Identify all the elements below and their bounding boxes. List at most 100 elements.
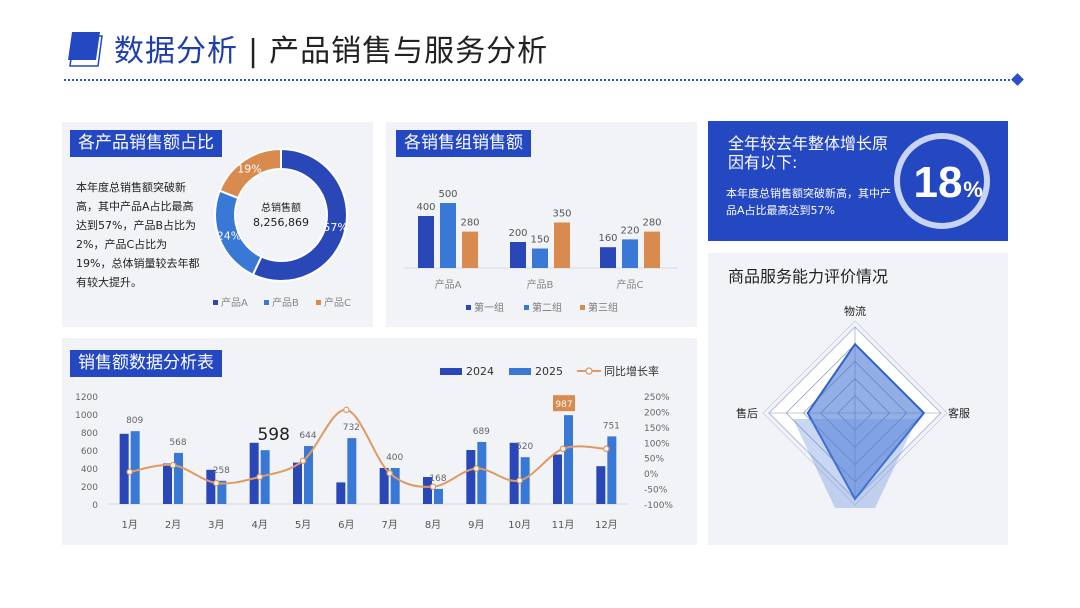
product-share-description: 本年度总销售额突破新高，其中产品A占比最高达到57%，产品B占比为2%，产品C占… — [76, 181, 200, 289]
bar-2025 — [520, 457, 530, 504]
radar-axis-label-2: 客服 — [948, 406, 970, 420]
bar-2024 — [596, 466, 606, 504]
y2-tick-label: 100% — [644, 439, 670, 449]
x-tick-label: 8月 — [425, 519, 441, 531]
donut-center-value: 8,256,869 — [253, 216, 309, 229]
growth-ring: 18 % — [894, 133, 990, 229]
growth-unit: % — [963, 177, 983, 202]
group-sales-title: 各销售组销售额 — [396, 130, 531, 157]
donut-legend-swatch-2 — [264, 300, 269, 305]
donut-slice-label-2: 24% — [217, 230, 241, 243]
radar-axis-label-3: 售后 — [736, 406, 758, 420]
donut-center-label: 总销售额 — [261, 201, 301, 214]
page-header: 数据分析 | 产品销售与服务分析 — [66, 26, 548, 70]
donut-slice-label-3: 19% — [237, 163, 261, 176]
growth-rate-point — [386, 469, 393, 477]
y-tick-label: 800 — [81, 429, 98, 439]
y-tick-label: 1000 — [75, 411, 98, 421]
data-label: 751 — [603, 421, 620, 431]
data-label: 168 — [429, 474, 446, 484]
growth-ring-circle — [894, 133, 990, 229]
group-bar-category: 产品C — [617, 278, 644, 291]
growth-value: 18 — [914, 158, 963, 207]
y-tick-label: 1200 — [75, 393, 98, 403]
divider-end-marker — [1011, 73, 1024, 86]
monthly-sales-title: 销售额数据分析表 — [70, 350, 222, 377]
bar-2024 — [336, 482, 346, 504]
growth-rate-point — [126, 468, 133, 476]
x-tick-label: 12月 — [595, 519, 618, 531]
y-tick-label: 0 — [92, 501, 98, 511]
data-label: 732 — [343, 423, 360, 433]
donut-legend-label-3: 产品C — [324, 296, 351, 309]
bar-2025 — [390, 468, 400, 504]
legend-swatch-2025 — [509, 368, 531, 375]
growth-rate-point — [299, 457, 307, 465]
x-tick-label: 3月 — [208, 519, 224, 531]
highlight-label-box — [553, 395, 575, 412]
y2-tick-label: -50% — [644, 486, 668, 496]
data-label: 689 — [473, 427, 490, 437]
group-sales-panel: 各销售组销售额 400 500 280 产品A 200 150 350 产品B 160 220 28… — [386, 122, 697, 327]
growth-rate-point — [559, 445, 567, 453]
group-bar — [644, 231, 660, 268]
bar-2024 — [423, 477, 432, 504]
radar-outer-ring — [762, 320, 948, 506]
product-share-panel: 各产品销售额占比 本年度总销售额突破新高，其中产品A占比最高达到57%，产品B占… — [62, 122, 373, 327]
x-tick-label: 11月 — [552, 519, 575, 531]
legend-label-2024: 2024 — [466, 365, 494, 378]
x-tick-label: 9月 — [468, 519, 484, 531]
data-label: 258 — [213, 466, 230, 476]
group-bar-value: 400 — [416, 202, 435, 213]
y-tick-label: 600 — [81, 447, 98, 457]
y-tick-label: 200 — [81, 483, 98, 493]
bar-2024 — [206, 469, 216, 504]
product-share-title: 各产品销售额占比 — [70, 130, 222, 157]
radar-shadow — [793, 419, 917, 508]
growth-rate-point — [256, 473, 263, 481]
growth-rate-point — [516, 477, 523, 484]
donut-slice-label-1: 57% — [323, 221, 347, 234]
data-label: 568 — [169, 438, 186, 448]
group-bar — [510, 242, 526, 268]
product-share-donut-chart: 57% 24% 19% 总销售额 8,256,869 产品A 产品B 产品C — [213, 147, 351, 309]
service-rating-panel: 商品服务能力评价情况 物流 客服 售后 — [708, 253, 1008, 545]
radar-axis-label-1: 物流 — [844, 304, 866, 318]
legend-swatch-2024 — [440, 368, 462, 375]
growth-rate-point — [169, 461, 177, 469]
group-legend-label-1: 第一组 — [474, 301, 504, 314]
bar-2025 — [217, 480, 227, 504]
group-bar — [600, 247, 616, 268]
bar-2024 — [553, 454, 562, 504]
growth-rate-point — [473, 465, 480, 472]
growth-text: 本年度总销售额突破新高，其中产品A占比最高达到57% — [726, 187, 891, 217]
bar-2025 — [477, 441, 487, 504]
bar-2024 — [119, 433, 129, 504]
growth-rate-point — [603, 445, 610, 453]
page-subtitle: 产品销售与服务分析 — [269, 34, 549, 69]
group-legend-swatch-1 — [466, 305, 471, 310]
legend-swatch-growth-dot — [585, 367, 593, 375]
book-logo-icon — [68, 32, 103, 67]
bar-2025 — [304, 446, 313, 504]
bar-2025 — [174, 452, 183, 504]
bar-2025 — [564, 415, 573, 504]
bar-2025 — [607, 436, 617, 504]
y2-tick-label: 0% — [644, 470, 659, 480]
y2-tick-label: 200% — [644, 408, 670, 418]
data-label: 809 — [126, 416, 143, 426]
group-bar — [440, 203, 456, 268]
bar-2024 — [379, 468, 389, 504]
x-tick-label: 2月 — [165, 519, 181, 531]
donut-slice-3 — [218, 147, 282, 200]
monthly-sales-combo-chart: 0 200 400 600 800 1000 1200 -100% -50% 0% 50% 100% 1… — [75, 364, 673, 531]
group-legend-label-2: 第二组 — [532, 301, 562, 314]
group-bar — [622, 239, 638, 268]
bar-2024 — [163, 463, 172, 504]
y2-tick-label: 250% — [644, 393, 670, 403]
donut-legend-label-1: 产品A — [221, 296, 248, 309]
data-label: 987 — [555, 400, 572, 410]
y-tick-label: 400 — [81, 465, 98, 475]
legend-label-2025: 2025 — [535, 365, 563, 378]
